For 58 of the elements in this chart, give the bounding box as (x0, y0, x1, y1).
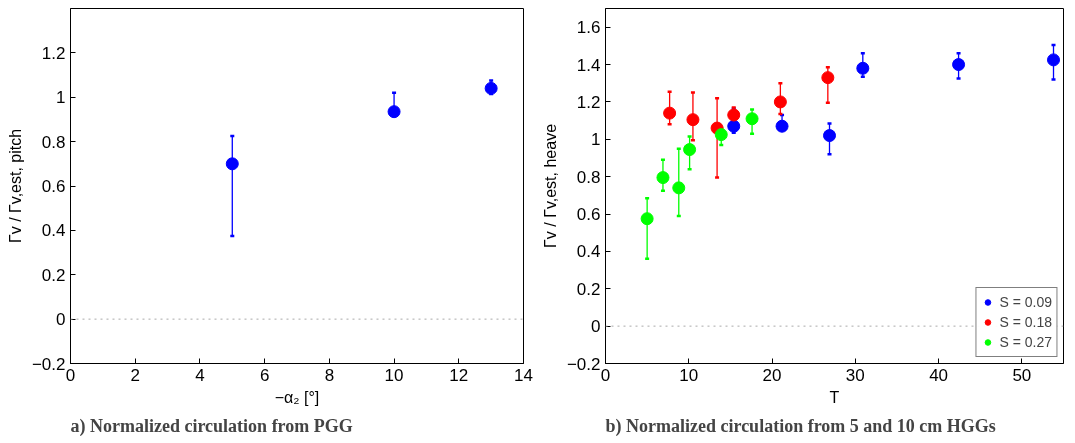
point (775, 119, 789, 133)
x-axis-title: −α₂ [°] (274, 388, 320, 406)
y-tick-label: 0.2 (41, 265, 66, 285)
y-tick-label: 1.4 (576, 55, 601, 75)
point (821, 71, 835, 85)
y-tick-label: 0.6 (41, 177, 66, 196)
x-tick-label: 4 (195, 365, 205, 385)
y-tick-label: 0 (56, 310, 66, 330)
x-tick-label: 8 (324, 365, 335, 385)
x-tick-label: 2 (130, 365, 140, 385)
legend-label: S = 0.18 (999, 314, 1052, 330)
y-tick-label: 1.2 (576, 92, 601, 112)
point (714, 128, 728, 142)
y-tick-label: 0.6 (576, 205, 601, 225)
legend-label: S = 0.09 (999, 294, 1052, 310)
x-tick-label: 12 (449, 365, 469, 385)
y-tick-label: 1 (56, 88, 66, 108)
y-tick-label: 0.8 (576, 167, 601, 187)
y-tick-label: 0.2 (576, 279, 601, 299)
point (952, 58, 966, 72)
legend-label: S = 0.27 (999, 334, 1052, 350)
x-tick-label: 30 (845, 365, 865, 385)
x-axis-title: T (829, 388, 840, 406)
point (686, 113, 700, 127)
x-tick-label: 20 (762, 365, 782, 385)
y-tick-label: 0.8 (41, 132, 66, 152)
point (745, 112, 759, 126)
point (656, 171, 670, 185)
point (773, 95, 787, 109)
point (727, 119, 741, 133)
point (856, 61, 870, 75)
y-tick-label: 1.6 (576, 18, 601, 38)
x-tick-label: 10 (679, 365, 699, 385)
point (640, 212, 654, 226)
x-tick-label: 50 (1012, 365, 1032, 385)
y-tick-label: 0.4 (576, 242, 601, 262)
y-tick-label: −0.2 (31, 354, 66, 374)
y-tick-label: 1 (591, 130, 601, 150)
x-tick-label: 14 (514, 365, 533, 385)
x-tick-label: 40 (929, 365, 949, 385)
y-tick-label: −0.2 (566, 354, 601, 374)
point (225, 157, 239, 171)
y-tick-label: 0 (591, 317, 601, 337)
x-tick-label: 10 (384, 365, 404, 385)
point (683, 143, 697, 157)
point (663, 106, 677, 120)
point (672, 181, 686, 195)
text: a) Normalized circulation from PGG (70, 415, 353, 437)
point (387, 105, 401, 119)
y-axis-title: Γv / Γv,est, heave (541, 123, 559, 249)
point (1047, 53, 1061, 67)
x-tick-label: 6 (259, 365, 270, 385)
y-tick-label: 0.4 (41, 221, 66, 241)
point (823, 129, 836, 143)
point (727, 108, 741, 122)
y-axis-title: Γv / Γv,est, pitch (6, 128, 24, 244)
y-tick-label: 1.2 (41, 43, 66, 63)
text: b) Normalized circulation from 5 and 10 cm HGGs (605, 415, 996, 437)
